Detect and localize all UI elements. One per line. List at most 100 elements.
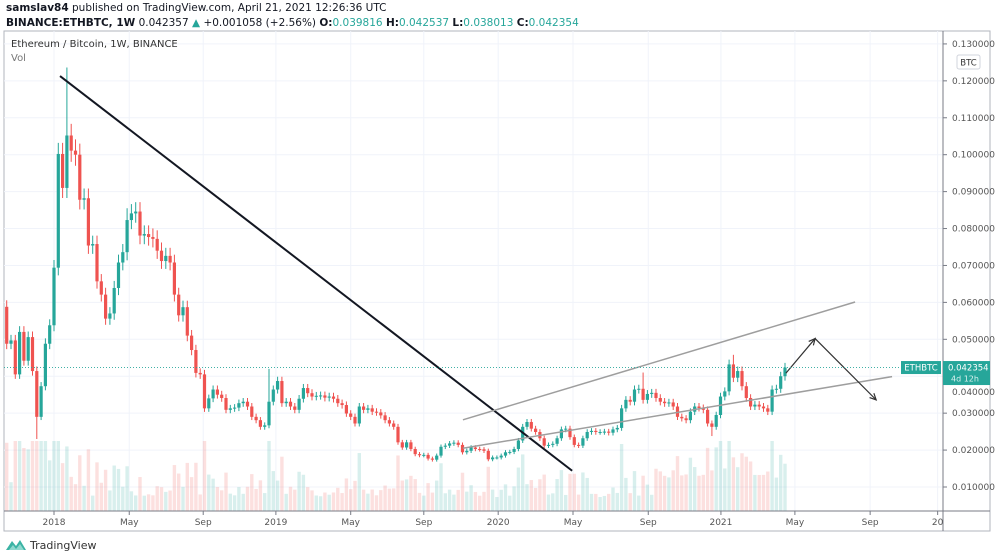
candle-body <box>417 454 422 456</box>
volume-bar <box>559 470 564 511</box>
volume-bar <box>490 489 495 511</box>
high-value: 0.042537 <box>398 17 450 29</box>
symbol-info: BINANCE:ETHBTC, 1W 0.042357 ▲ +0.001058 … <box>6 17 579 29</box>
candle-body <box>142 234 146 236</box>
candle-body <box>448 443 452 446</box>
y-tick-label: 0.090000 <box>952 188 995 198</box>
candle-body <box>271 389 275 402</box>
y-tick-label: 0.020000 <box>952 446 995 456</box>
candle-body <box>650 392 654 394</box>
candle-body <box>439 446 443 456</box>
candle-body <box>766 408 770 412</box>
candle-body <box>761 406 766 409</box>
volume-bar <box>82 485 86 511</box>
candle-body <box>284 401 288 404</box>
candle-body <box>198 372 202 375</box>
volume-bar <box>714 447 718 511</box>
currency-badge <box>956 54 981 70</box>
price-axis[interactable]: 0.010000 0.020000 0.030000 0.040000 0.050000… <box>943 40 995 493</box>
candle-body <box>95 244 99 282</box>
countdown-text: 4d 12h <box>951 375 979 384</box>
candle-body <box>138 211 142 236</box>
candle-body <box>13 340 17 375</box>
candle-body <box>121 252 125 263</box>
volume-bar <box>189 477 194 511</box>
candle-body <box>503 452 508 456</box>
candle-body <box>499 455 503 458</box>
volume-bar <box>499 489 503 511</box>
volume-bar <box>611 487 615 511</box>
close-label: C: <box>516 17 529 29</box>
volume-bar <box>675 456 680 511</box>
candle-body <box>190 335 194 351</box>
arrow-head-icon <box>808 337 816 346</box>
candle-body <box>172 262 176 295</box>
candle-body <box>628 399 632 402</box>
volume-bar <box>288 486 293 511</box>
volume-bar <box>220 490 224 511</box>
candle-body <box>276 381 280 390</box>
volume-bar <box>293 489 297 511</box>
candle-body <box>125 220 129 253</box>
volume-bar <box>17 441 22 511</box>
volume-bar <box>546 494 551 511</box>
volume-bar <box>108 490 112 511</box>
volume-bar <box>486 466 490 511</box>
volume-bar <box>159 487 164 511</box>
volume-bar <box>387 488 392 511</box>
time-axis[interactable]: 2018 May Sep 2019 May Sep 2020 May Sep 2021 May Sep… <box>43 511 944 528</box>
volume-bar <box>723 468 727 511</box>
volume-bar <box>727 441 731 511</box>
volume-bar <box>521 454 525 511</box>
x-tick-label: Sep <box>640 518 657 528</box>
high-label: H: <box>385 17 399 29</box>
candle-body <box>430 458 434 460</box>
volume-bar <box>409 475 413 511</box>
candle-body <box>362 406 366 410</box>
y-tick-label: 0.080000 <box>952 225 995 235</box>
candle-body <box>770 389 774 412</box>
volume-bar <box>103 469 108 511</box>
volume-bar <box>129 491 134 511</box>
candle-body <box>680 416 684 419</box>
brand-name[interactable]: TradingView <box>30 538 97 552</box>
volume-bar <box>667 477 671 511</box>
author[interactable]: samslav84 <box>6 2 69 14</box>
drawings <box>4 75 943 472</box>
volume-bar <box>701 474 705 511</box>
volume-bar <box>91 495 95 511</box>
candle-body <box>267 401 271 426</box>
arrow-head-icon <box>869 393 878 401</box>
candle-body <box>409 442 413 449</box>
volume-bar <box>65 446 69 511</box>
candle-body <box>615 427 619 430</box>
x-tick-label: Sep <box>862 518 879 528</box>
candle-body <box>641 388 645 400</box>
volume-bar <box>301 474 306 511</box>
candle-body <box>134 211 138 214</box>
volume-bar <box>172 465 177 511</box>
volume-bar <box>374 495 379 511</box>
candle-body <box>159 250 164 262</box>
volume-bar <box>465 491 469 511</box>
last-price-tag-text: 0.042354 <box>948 364 989 374</box>
candle-body <box>30 337 35 372</box>
symbol-tag <box>901 361 941 375</box>
candle-body <box>263 425 267 427</box>
candle-body <box>116 262 121 288</box>
candle-body <box>211 389 215 399</box>
candle-body <box>654 392 658 399</box>
candle-body <box>413 448 417 455</box>
volume-bar <box>155 486 159 511</box>
candle-body <box>151 237 155 239</box>
candle-body <box>224 398 228 410</box>
triangle-up-icon: ▲ <box>192 17 201 29</box>
candle-body <box>293 406 297 410</box>
candle-body <box>473 447 477 449</box>
candle-body <box>340 403 344 406</box>
low-label: L: <box>452 17 464 29</box>
price-change: +0.001058 (+2.56%) <box>203 17 317 29</box>
candle-body <box>495 457 499 459</box>
candle-body <box>129 213 133 221</box>
